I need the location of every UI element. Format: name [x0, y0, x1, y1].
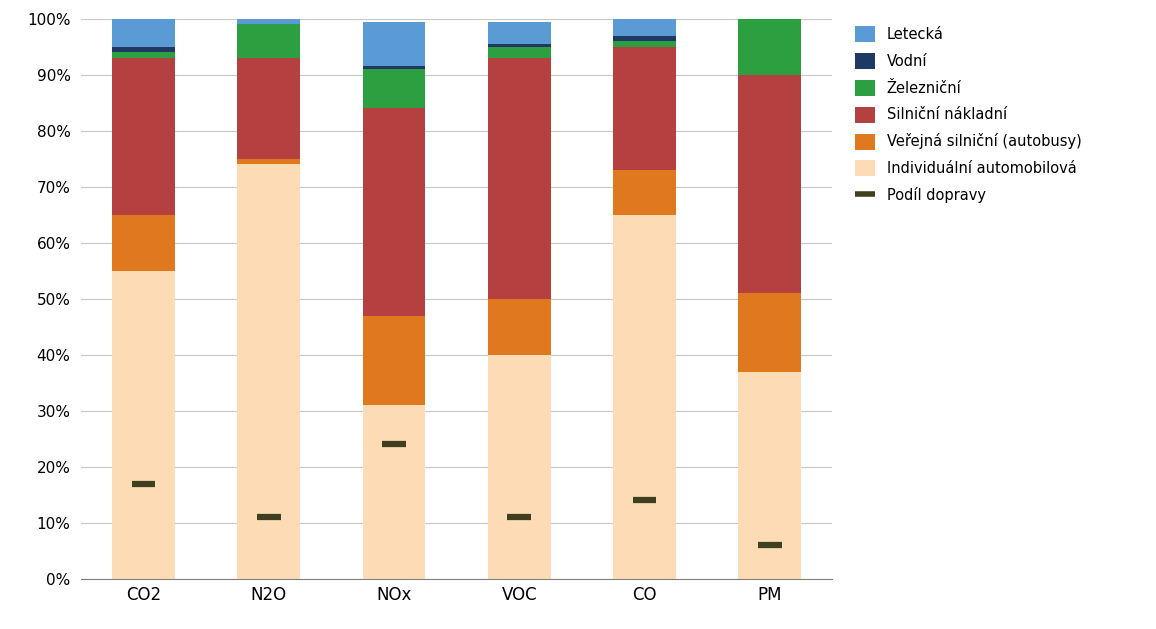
Bar: [488, 58, 550, 299]
Bar: [112, 270, 175, 579]
Bar: [739, 372, 801, 579]
Bar: [363, 21, 425, 67]
Bar: [488, 355, 550, 579]
Bar: [363, 316, 425, 405]
Bar: [488, 44, 550, 47]
Bar: [237, 58, 301, 159]
Bar: [739, 75, 801, 293]
Bar: [112, 52, 175, 58]
Bar: [613, 36, 676, 42]
Bar: [363, 405, 425, 579]
Bar: [363, 67, 425, 69]
Bar: [739, 19, 801, 75]
Bar: [613, 19, 676, 36]
Bar: [363, 69, 425, 108]
Legend: Letecká, Vodní, Železniční, Silniční nákladní, Veřejná silniční (autobusy), Indi: Letecká, Vodní, Železniční, Silniční nák…: [854, 26, 1082, 203]
Bar: [613, 170, 676, 214]
Bar: [112, 47, 175, 52]
Bar: [237, 164, 301, 579]
Bar: [112, 214, 175, 270]
Bar: [112, 19, 175, 47]
Bar: [112, 58, 175, 214]
Bar: [237, 19, 301, 25]
Bar: [613, 42, 676, 47]
Bar: [488, 21, 550, 44]
Bar: [613, 214, 676, 579]
Bar: [739, 293, 801, 372]
Bar: [488, 299, 550, 355]
Bar: [237, 25, 301, 58]
Bar: [488, 47, 550, 58]
Bar: [363, 108, 425, 316]
Bar: [613, 47, 676, 170]
Bar: [237, 159, 301, 164]
